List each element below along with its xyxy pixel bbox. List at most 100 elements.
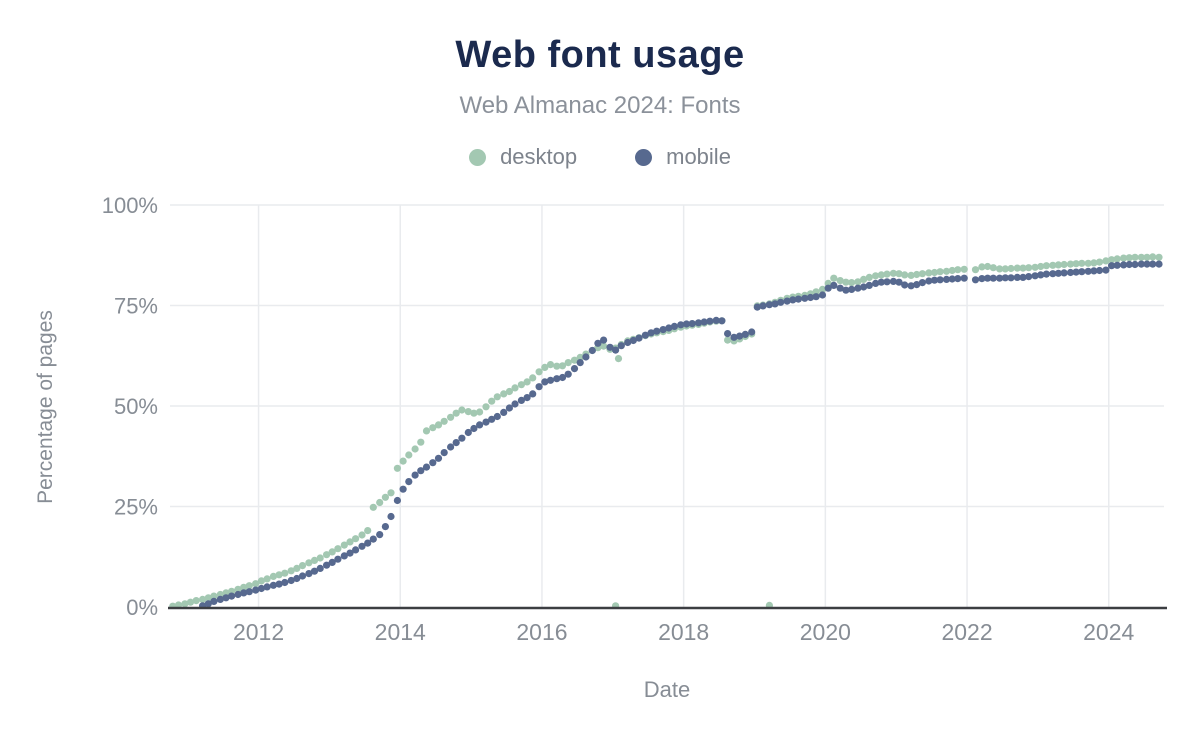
point-mobile[interactable] <box>493 412 501 421</box>
point-desktop[interactable] <box>1025 264 1033 272</box>
point-mobile[interactable] <box>600 336 608 344</box>
point-desktop[interactable] <box>971 266 980 274</box>
point-mobile[interactable] <box>422 463 431 471</box>
point-desktop[interactable] <box>1120 254 1128 262</box>
point-mobile[interactable] <box>535 383 543 391</box>
point-mobile[interactable] <box>1049 270 1057 278</box>
point-desktop[interactable] <box>387 489 395 497</box>
point-mobile[interactable] <box>641 331 650 339</box>
point-desktop[interactable] <box>1149 253 1157 261</box>
point-mobile[interactable] <box>748 328 756 336</box>
point-mobile[interactable] <box>1102 266 1110 274</box>
point-mobile[interactable] <box>901 281 909 289</box>
point-desktop[interactable] <box>464 408 472 416</box>
point-mobile[interactable] <box>298 572 307 580</box>
point-mobile[interactable] <box>381 523 389 531</box>
point-mobile[interactable] <box>310 567 319 575</box>
point-mobile[interactable] <box>730 333 738 341</box>
point-desktop[interactable] <box>570 356 579 364</box>
point-desktop[interactable] <box>293 564 301 573</box>
point-mobile[interactable] <box>1113 261 1121 269</box>
point-desktop[interactable] <box>352 535 360 543</box>
point-desktop[interactable] <box>340 541 348 549</box>
point-mobile[interactable] <box>718 317 726 325</box>
point-desktop[interactable] <box>895 270 903 278</box>
point-mobile[interactable] <box>216 595 224 604</box>
point-mobile[interactable] <box>323 561 331 569</box>
point-mobile[interactable] <box>1072 268 1080 276</box>
point-mobile[interactable] <box>316 564 324 573</box>
point-mobile[interactable] <box>865 281 873 289</box>
point-mobile[interactable] <box>677 321 685 329</box>
point-mobile[interactable] <box>1095 266 1104 275</box>
point-mobile[interactable] <box>1084 267 1092 275</box>
point-mobile[interactable] <box>275 580 283 588</box>
point-desktop[interactable] <box>830 274 838 282</box>
point-desktop[interactable] <box>169 602 177 610</box>
point-desktop[interactable] <box>252 580 260 588</box>
point-mobile[interactable] <box>960 274 968 282</box>
point-desktop[interactable] <box>558 362 567 370</box>
point-mobile[interactable] <box>210 597 218 606</box>
point-mobile[interactable] <box>877 278 885 286</box>
point-desktop[interactable] <box>883 270 891 278</box>
point-mobile[interactable] <box>801 294 809 302</box>
point-mobile[interactable] <box>824 284 832 292</box>
point-mobile[interactable] <box>948 275 956 283</box>
point-desktop[interactable] <box>210 592 218 600</box>
point-mobile[interactable] <box>771 300 779 308</box>
point-mobile[interactable] <box>1019 273 1027 281</box>
point-desktop[interactable] <box>381 493 389 501</box>
point-desktop[interactable] <box>488 397 496 405</box>
point-desktop[interactable] <box>765 601 773 609</box>
point-mobile[interactable] <box>393 496 401 505</box>
point-desktop[interactable] <box>1001 265 1009 273</box>
legend-item-mobile[interactable]: mobile <box>635 144 731 170</box>
point-mobile[interactable] <box>659 326 667 334</box>
point-mobile[interactable] <box>405 478 413 486</box>
point-mobile[interactable] <box>736 332 744 340</box>
point-desktop[interactable] <box>1019 264 1027 272</box>
point-desktop[interactable] <box>174 601 183 608</box>
point-mobile[interactable] <box>458 434 466 442</box>
point-desktop[interactable] <box>275 571 283 579</box>
point-mobile[interactable] <box>812 293 820 301</box>
point-mobile[interactable] <box>328 558 336 567</box>
point-desktop[interactable] <box>942 267 951 275</box>
point-mobile[interactable] <box>376 531 384 539</box>
point-mobile[interactable] <box>1120 261 1128 269</box>
legend-item-desktop[interactable]: desktop <box>469 144 577 170</box>
point-desktop[interactable] <box>263 575 271 583</box>
point-desktop[interactable] <box>417 438 425 446</box>
point-desktop[interactable] <box>1049 261 1057 269</box>
point-mobile[interactable] <box>582 353 590 361</box>
point-mobile[interactable] <box>553 375 561 383</box>
point-desktop[interactable] <box>1143 253 1151 261</box>
point-mobile[interactable] <box>1060 269 1068 277</box>
point-mobile[interactable] <box>434 454 443 462</box>
point-desktop[interactable] <box>523 378 531 386</box>
point-desktop[interactable] <box>447 413 455 421</box>
point-mobile[interactable] <box>352 546 360 554</box>
point-mobile[interactable] <box>1037 271 1045 279</box>
point-desktop[interactable] <box>936 268 944 276</box>
point-mobile[interactable] <box>612 346 620 354</box>
point-mobile[interactable] <box>281 578 289 587</box>
point-desktop[interactable] <box>505 387 513 396</box>
point-desktop[interactable] <box>269 572 277 581</box>
point-desktop[interactable] <box>1090 259 1098 267</box>
point-desktop[interactable] <box>1125 254 1133 262</box>
point-mobile[interactable] <box>570 365 579 373</box>
point-mobile[interactable] <box>688 320 696 328</box>
point-desktop[interactable] <box>564 359 572 367</box>
point-mobile[interactable] <box>860 283 868 291</box>
point-mobile[interactable] <box>665 324 673 332</box>
point-desktop[interactable] <box>1155 253 1163 261</box>
point-mobile[interactable] <box>429 459 437 467</box>
point-desktop[interactable] <box>996 265 1004 273</box>
point-desktop[interactable] <box>405 451 413 459</box>
point-mobile[interactable] <box>954 275 962 283</box>
point-mobile[interactable] <box>1054 269 1062 277</box>
point-desktop[interactable] <box>192 597 200 605</box>
point-mobile[interactable] <box>387 512 395 521</box>
